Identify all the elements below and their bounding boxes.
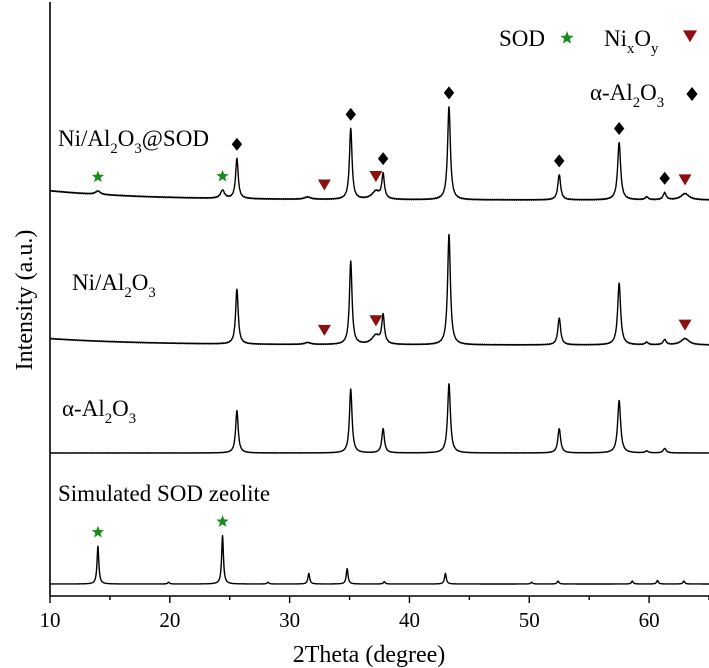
series-labels: Ni/Al2O3@SOD Ni/Al2O3 α-Al2O3 Simulated SOD…: [58, 126, 270, 506]
series-line-2: [49, 383, 709, 454]
diamond-marker-7: [443, 86, 455, 100]
legend-triangle-icon: [683, 30, 697, 43]
series-line-0: [49, 106, 709, 201]
series-label-3: Simulated SOD zeolite: [58, 481, 270, 506]
legend: SOD NixOy α-Al2O3: [499, 26, 698, 111]
diamond-marker-9: [613, 122, 625, 136]
diamond-marker-2: [231, 137, 243, 151]
x-tick-label: 10: [40, 608, 61, 632]
y-axis-label: Intensity (a.u.): [12, 230, 38, 371]
series-line-3: [49, 534, 709, 585]
legend-label-sod: SOD: [499, 26, 545, 51]
x-tick-label: 20: [159, 608, 180, 632]
diamond-marker-8: [554, 154, 565, 168]
triangle-down-marker-3: [317, 179, 331, 191]
peak-markers: [91, 86, 692, 538]
diamond-marker-10: [659, 171, 670, 185]
x-axis-label: 2Theta (degree): [293, 642, 446, 668]
star-marker-15: [91, 525, 105, 538]
diamond-marker-4: [345, 107, 356, 121]
legend-label-nixoy: NixOy: [604, 26, 659, 57]
diamond-marker-6: [377, 152, 389, 166]
x-tick-label: 60: [639, 608, 660, 632]
x-tick-label: 50: [519, 608, 540, 632]
x-ticks: 10 20 30 40 50 60: [40, 596, 709, 632]
legend-label-alpha-al2o3: α-Al2O3: [590, 80, 664, 111]
series-label-1: Ni/Al2O3: [72, 270, 156, 301]
series-traces: [49, 106, 709, 585]
triangle-down-marker-14: [678, 319, 692, 331]
series-label-0: Ni/Al2O3@SOD: [58, 126, 209, 157]
triangle-down-marker-5: [369, 171, 383, 183]
series-label-2: α-Al2O3: [62, 396, 136, 427]
star-marker-0: [91, 170, 105, 183]
legend-star-icon: [560, 31, 574, 44]
axes: [49, 2, 709, 597]
x-tick-label: 30: [279, 608, 300, 632]
star-marker-16: [216, 515, 229, 527]
series-line-1: [49, 233, 709, 346]
triangle-down-marker-11: [678, 174, 692, 186]
triangle-down-marker-12: [317, 324, 331, 336]
triangle-down-marker-13: [369, 315, 383, 327]
legend-diamond-icon: [686, 87, 698, 101]
x-tick-label: 40: [399, 608, 420, 632]
star-marker-1: [216, 169, 229, 182]
